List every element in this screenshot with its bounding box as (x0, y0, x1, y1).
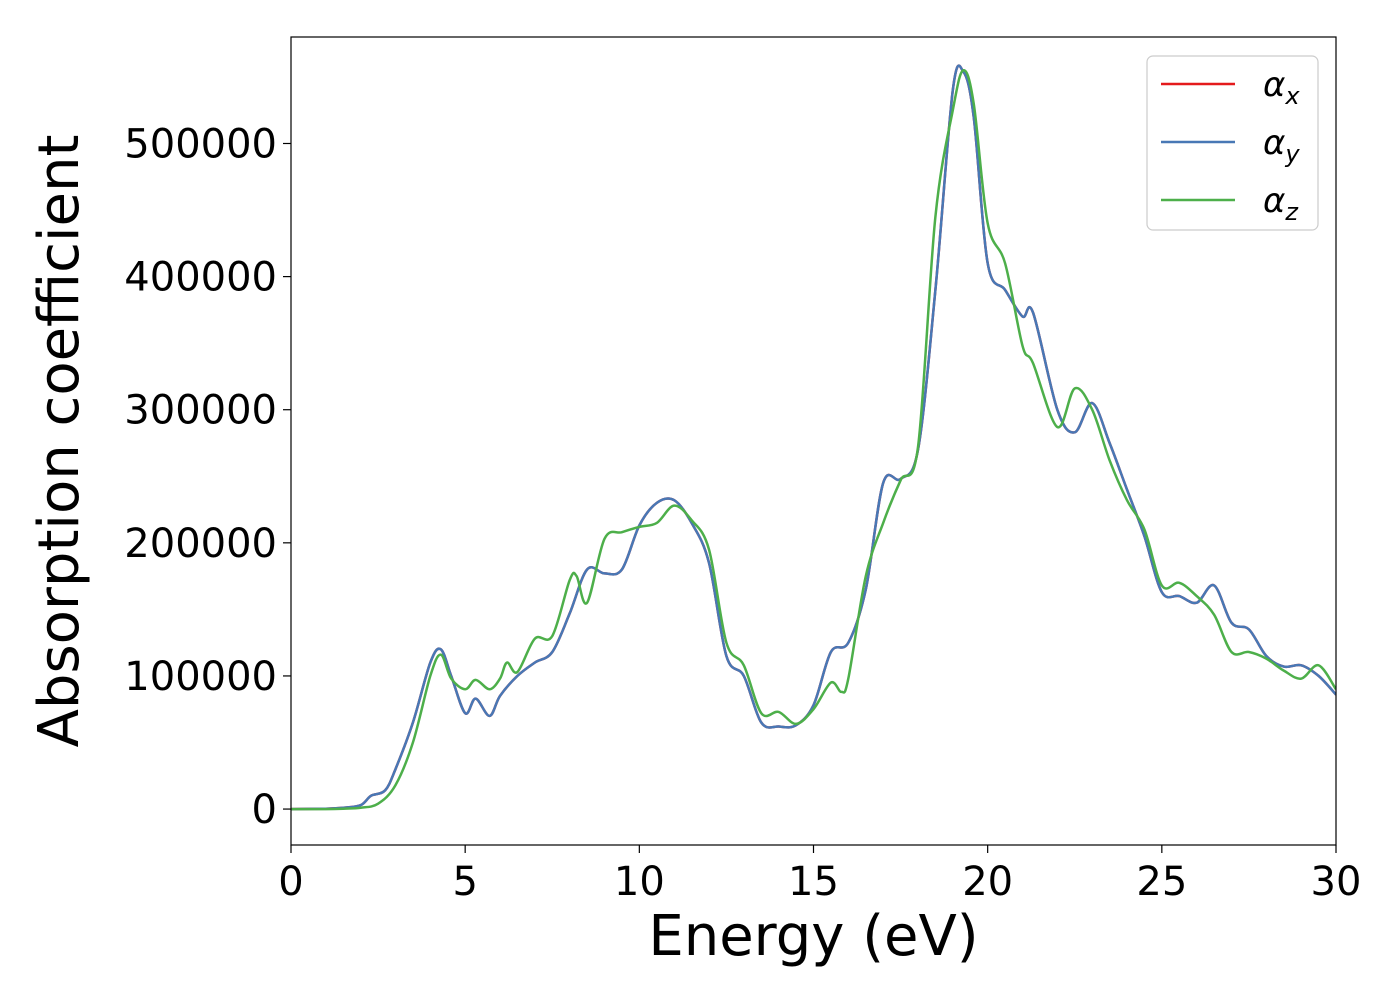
y-tick-label: 300000 (124, 388, 277, 434)
y-axis: 0 100000 200000 300000 400000 500000 (124, 121, 291, 833)
x-tick-label: 0 (278, 859, 303, 905)
series-line-y (291, 64, 1336, 811)
x-tick-label: 25 (1136, 859, 1187, 905)
x-axis: 0 5 10 15 20 25 30 (278, 845, 1361, 905)
y-tick-label: 200000 (124, 521, 277, 567)
x-tick-label: 20 (962, 859, 1013, 905)
y-axis-title: Absorption coefficient (27, 135, 92, 748)
series-line-z (291, 69, 1336, 811)
y-tick-label: 0 (252, 787, 277, 833)
y-tick-label: 500000 (124, 121, 277, 167)
x-axis-title: Energy (eV) (648, 904, 978, 969)
y-tick-label: 100000 (124, 654, 277, 700)
x-tick-label: 5 (452, 859, 477, 905)
x-tick-label: 30 (1311, 859, 1362, 905)
series-layer (291, 64, 1336, 811)
x-tick-label: 15 (788, 859, 839, 905)
y-tick-label: 400000 (124, 255, 277, 301)
x-tick-label: 10 (614, 859, 665, 905)
